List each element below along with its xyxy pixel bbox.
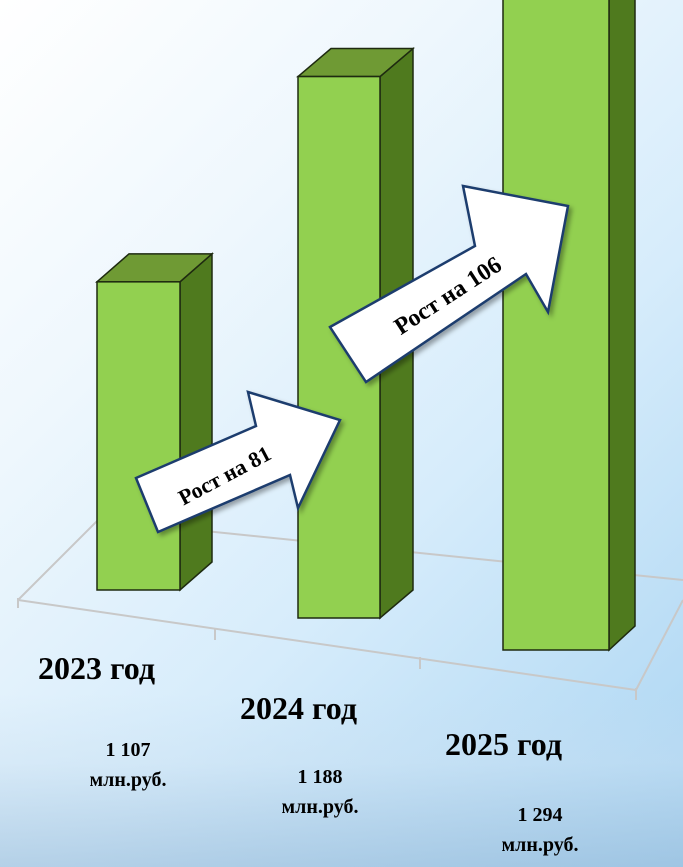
value-label-2024: 1 188 млн.руб. [240, 762, 400, 822]
growth-arrow-2 [328, 184, 570, 384]
bar-front-face [502, 0, 610, 651]
value-label-2023: 1 107 млн.руб. [48, 735, 208, 795]
value-unit-2023: млн.руб. [89, 769, 167, 791]
value-unit-2024: млн.руб. [281, 796, 359, 818]
category-label-2024: 2024 год [240, 690, 357, 726]
category-label-2023: 2023 год [38, 650, 155, 686]
value-amount-2024: 1 188 [297, 766, 343, 788]
value-amount-2023: 1 107 [105, 739, 151, 761]
value-unit-2025: млн.руб. [501, 834, 579, 856]
bar-side-face [608, 0, 636, 652]
growth-arrow-1 [134, 390, 342, 534]
bar-2023 [95, 252, 214, 592]
bar-front-face [96, 281, 181, 591]
category-label-2025: 2025 год [445, 726, 562, 762]
bar-side-face [179, 252, 213, 592]
bar-2025 [502, 0, 636, 652]
value-amount-2025: 1 294 [517, 804, 563, 826]
value-label-2025: 1 294 млн.руб. [460, 800, 620, 860]
